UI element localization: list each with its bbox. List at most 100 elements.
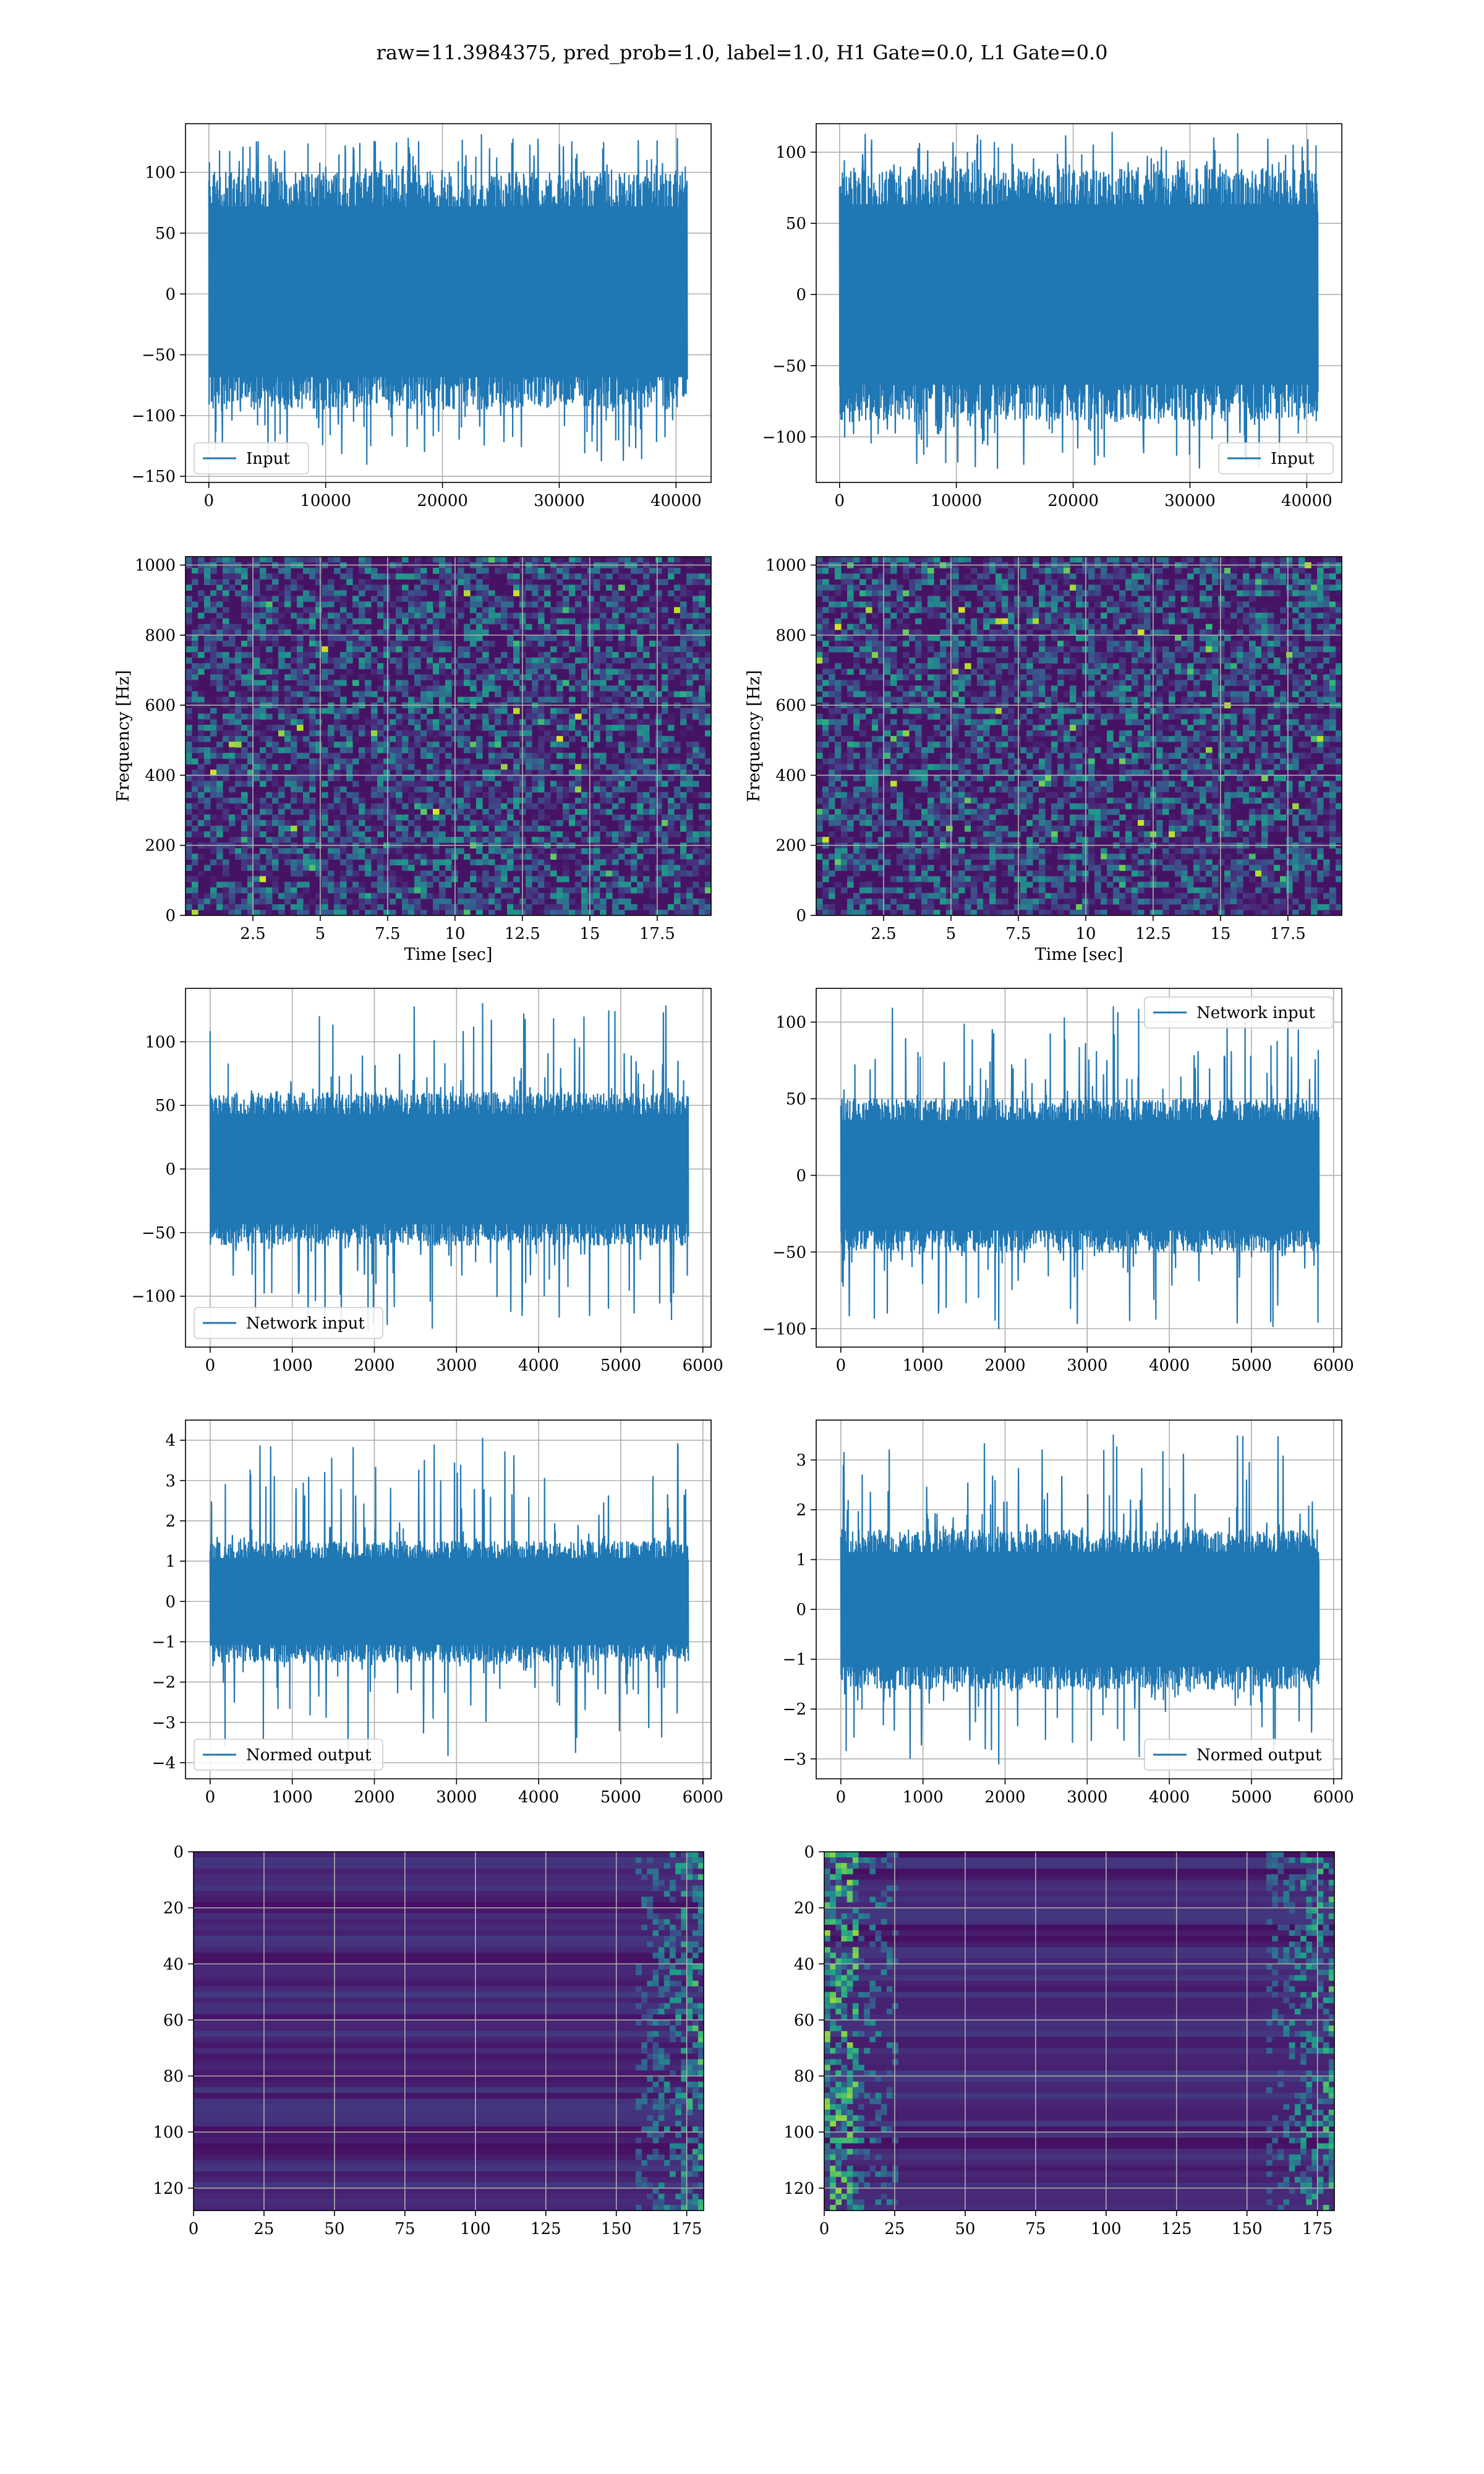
series-core-band: [210, 1114, 689, 1224]
legend: Input: [1218, 442, 1334, 474]
legend: Input: [194, 442, 309, 474]
y-tick-label: −50: [142, 346, 176, 365]
panel-row5-right: 0 25 50 75 100 125 150 175 0 20 40 60 80 100 120: [783, 1843, 1335, 2238]
y-tick-label: 80: [794, 2068, 814, 2086]
y-tick-label: 60: [794, 2011, 814, 2030]
x-tick-label: 5000: [1231, 1788, 1272, 1807]
panel-row1-right: 0 10000 20000 30000 40000 −100 −50 0 50 100 Input: [762, 123, 1342, 510]
y-tick-label: 1000: [135, 557, 176, 575]
y-tick-label: −50: [772, 357, 806, 375]
y-tick-label: 0: [165, 1160, 176, 1179]
legend-box: [194, 1739, 383, 1771]
x-tick-label: 75: [1025, 2220, 1046, 2238]
panel-row5-left: 0 25 50 75 100 125 150 175 0 20 40 60 80 100 120: [153, 1843, 704, 2238]
panel-row4-left: 0 1000 2000 3000 4000 5000 6000 −4 −3 −2 −1 0 1 2 3 4 No…: [152, 1419, 723, 1807]
x-tick-label: 0: [819, 2220, 830, 2238]
y-tick-label: 100: [145, 1033, 176, 1051]
y-tick-label: −100: [132, 1288, 176, 1306]
y-tick-label: 3: [165, 1472, 176, 1491]
y-tick-label: 100: [783, 2123, 814, 2142]
x-tick-label: 50: [955, 2220, 975, 2238]
x-tick-label: 7.5: [375, 925, 400, 943]
x-tick-label: 20000: [1047, 492, 1099, 510]
y-tick-label: 100: [775, 1014, 806, 1032]
legend: Normed output: [194, 1739, 383, 1771]
x-tick-label: 6000: [683, 1356, 723, 1375]
x-tick-label: 3000: [1067, 1356, 1107, 1375]
y-tick-label: 100: [775, 143, 806, 162]
axes-frame: [816, 556, 1342, 916]
y-tick-label: −2: [152, 1674, 176, 1692]
y-tick-label: 50: [786, 215, 806, 233]
y-tick-label: −3: [783, 1750, 806, 1769]
x-axis-label: Time [sec]: [1035, 945, 1124, 964]
x-tick-label: 12.5: [1135, 925, 1171, 943]
y-tick-label: −2: [783, 1700, 806, 1719]
x-tick-label: 2.5: [871, 925, 896, 943]
y-tick-label: 400: [145, 766, 176, 785]
y-tick-label: 200: [145, 837, 176, 855]
legend-label: Input: [246, 450, 290, 468]
y-tick-label: 0: [165, 285, 176, 304]
y-tick-label: 800: [775, 627, 806, 645]
y-tick-label: 1: [165, 1552, 176, 1571]
x-tick-label: 12.5: [505, 925, 540, 943]
y-tick-label: 50: [155, 225, 176, 243]
y-tick-label: 80: [163, 2068, 184, 2086]
x-tick-label: 15: [1210, 925, 1230, 943]
y-tick-label: 120: [153, 2180, 184, 2198]
x-tick-label: 6000: [683, 1788, 723, 1807]
x-tick-label: 40000: [1281, 492, 1333, 510]
heatmap-cells: [194, 1852, 704, 2211]
series-core-band: [840, 1552, 1320, 1667]
series-core-band: [839, 204, 1318, 385]
x-tick-label: 10: [445, 925, 465, 943]
axes-frame: [824, 1851, 1335, 2211]
legend-label: Input: [1271, 450, 1315, 468]
x-tick-label: 4000: [1149, 1356, 1190, 1375]
x-tick-label: 25: [254, 2220, 274, 2238]
x-tick-label: 3000: [436, 1356, 477, 1375]
y-tick-label: 600: [775, 696, 806, 715]
y-tick-label: 800: [145, 627, 176, 645]
panel-row4-right: 0 1000 2000 3000 4000 5000 6000 −3 −2 −1 0 1 2 3 Norme…: [783, 1419, 1354, 1807]
y-axis-label: Frequency [Hz]: [114, 670, 133, 802]
panel-row1-left: 0 10000 20000 30000 40000 −150 −100 −50 0 50 100 In…: [132, 123, 712, 510]
series-core-band: [210, 1557, 689, 1645]
legend-box: [194, 442, 309, 474]
axes-frame: [816, 988, 1342, 1348]
panel-row3-right: 0 1000 2000 3000 4000 5000 6000 −100 −50 0 50 100 Ne…: [762, 988, 1354, 1375]
x-tick-label: 5000: [600, 1356, 641, 1375]
y-tick-label: 120: [783, 2180, 814, 2198]
x-tick-label: 1000: [272, 1356, 313, 1375]
y-tick-label: −150: [132, 468, 176, 486]
panel-row3-left: 0 1000 2000 3000 4000 5000 6000 −100 −50 0 50 100 Ne…: [132, 988, 723, 1375]
x-tick-label: 100: [1091, 2220, 1122, 2238]
x-tick-label: 4000: [1149, 1788, 1190, 1807]
y-tick-label: 100: [153, 2123, 184, 2142]
x-tick-label: 4000: [518, 1788, 559, 1807]
x-tick-label: 10000: [300, 492, 351, 510]
y-tick-label: 400: [775, 766, 806, 785]
x-tick-label: 125: [531, 2220, 561, 2238]
x-tick-label: 1000: [903, 1788, 944, 1807]
legend-box: [194, 1307, 383, 1339]
x-tick-label: 0: [205, 1356, 216, 1375]
x-tick-label: 40000: [650, 492, 702, 510]
legend: Normed output: [1144, 1739, 1334, 1771]
y-tick-label: 50: [786, 1090, 806, 1108]
x-tick-label: 2000: [354, 1788, 394, 1807]
x-tick-label: 2000: [984, 1788, 1025, 1807]
panel-row2-right: 2.5 5 7.5 10 12.5 15 17.5 0 200 400 600 800 1000 Time…: [744, 556, 1342, 964]
x-tick-label: 50: [324, 2220, 344, 2238]
x-tick-label: 2000: [354, 1356, 394, 1375]
y-tick-label: 1000: [765, 557, 806, 575]
x-tick-label: 3000: [436, 1788, 477, 1807]
y-tick-label: 0: [796, 286, 806, 304]
x-tick-label: 0: [836, 1788, 846, 1807]
y-tick-label: 1: [796, 1551, 806, 1570]
x-tick-label: 30000: [534, 492, 585, 510]
axes-frame: [816, 1419, 1342, 1779]
x-tick-label: 2000: [984, 1356, 1025, 1375]
